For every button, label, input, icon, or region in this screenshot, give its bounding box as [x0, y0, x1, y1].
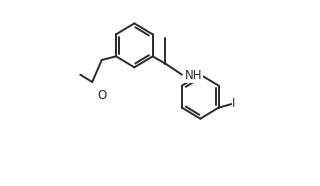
Text: O: O	[97, 89, 106, 102]
Text: NH: NH	[185, 69, 203, 82]
Text: I: I	[232, 97, 236, 110]
